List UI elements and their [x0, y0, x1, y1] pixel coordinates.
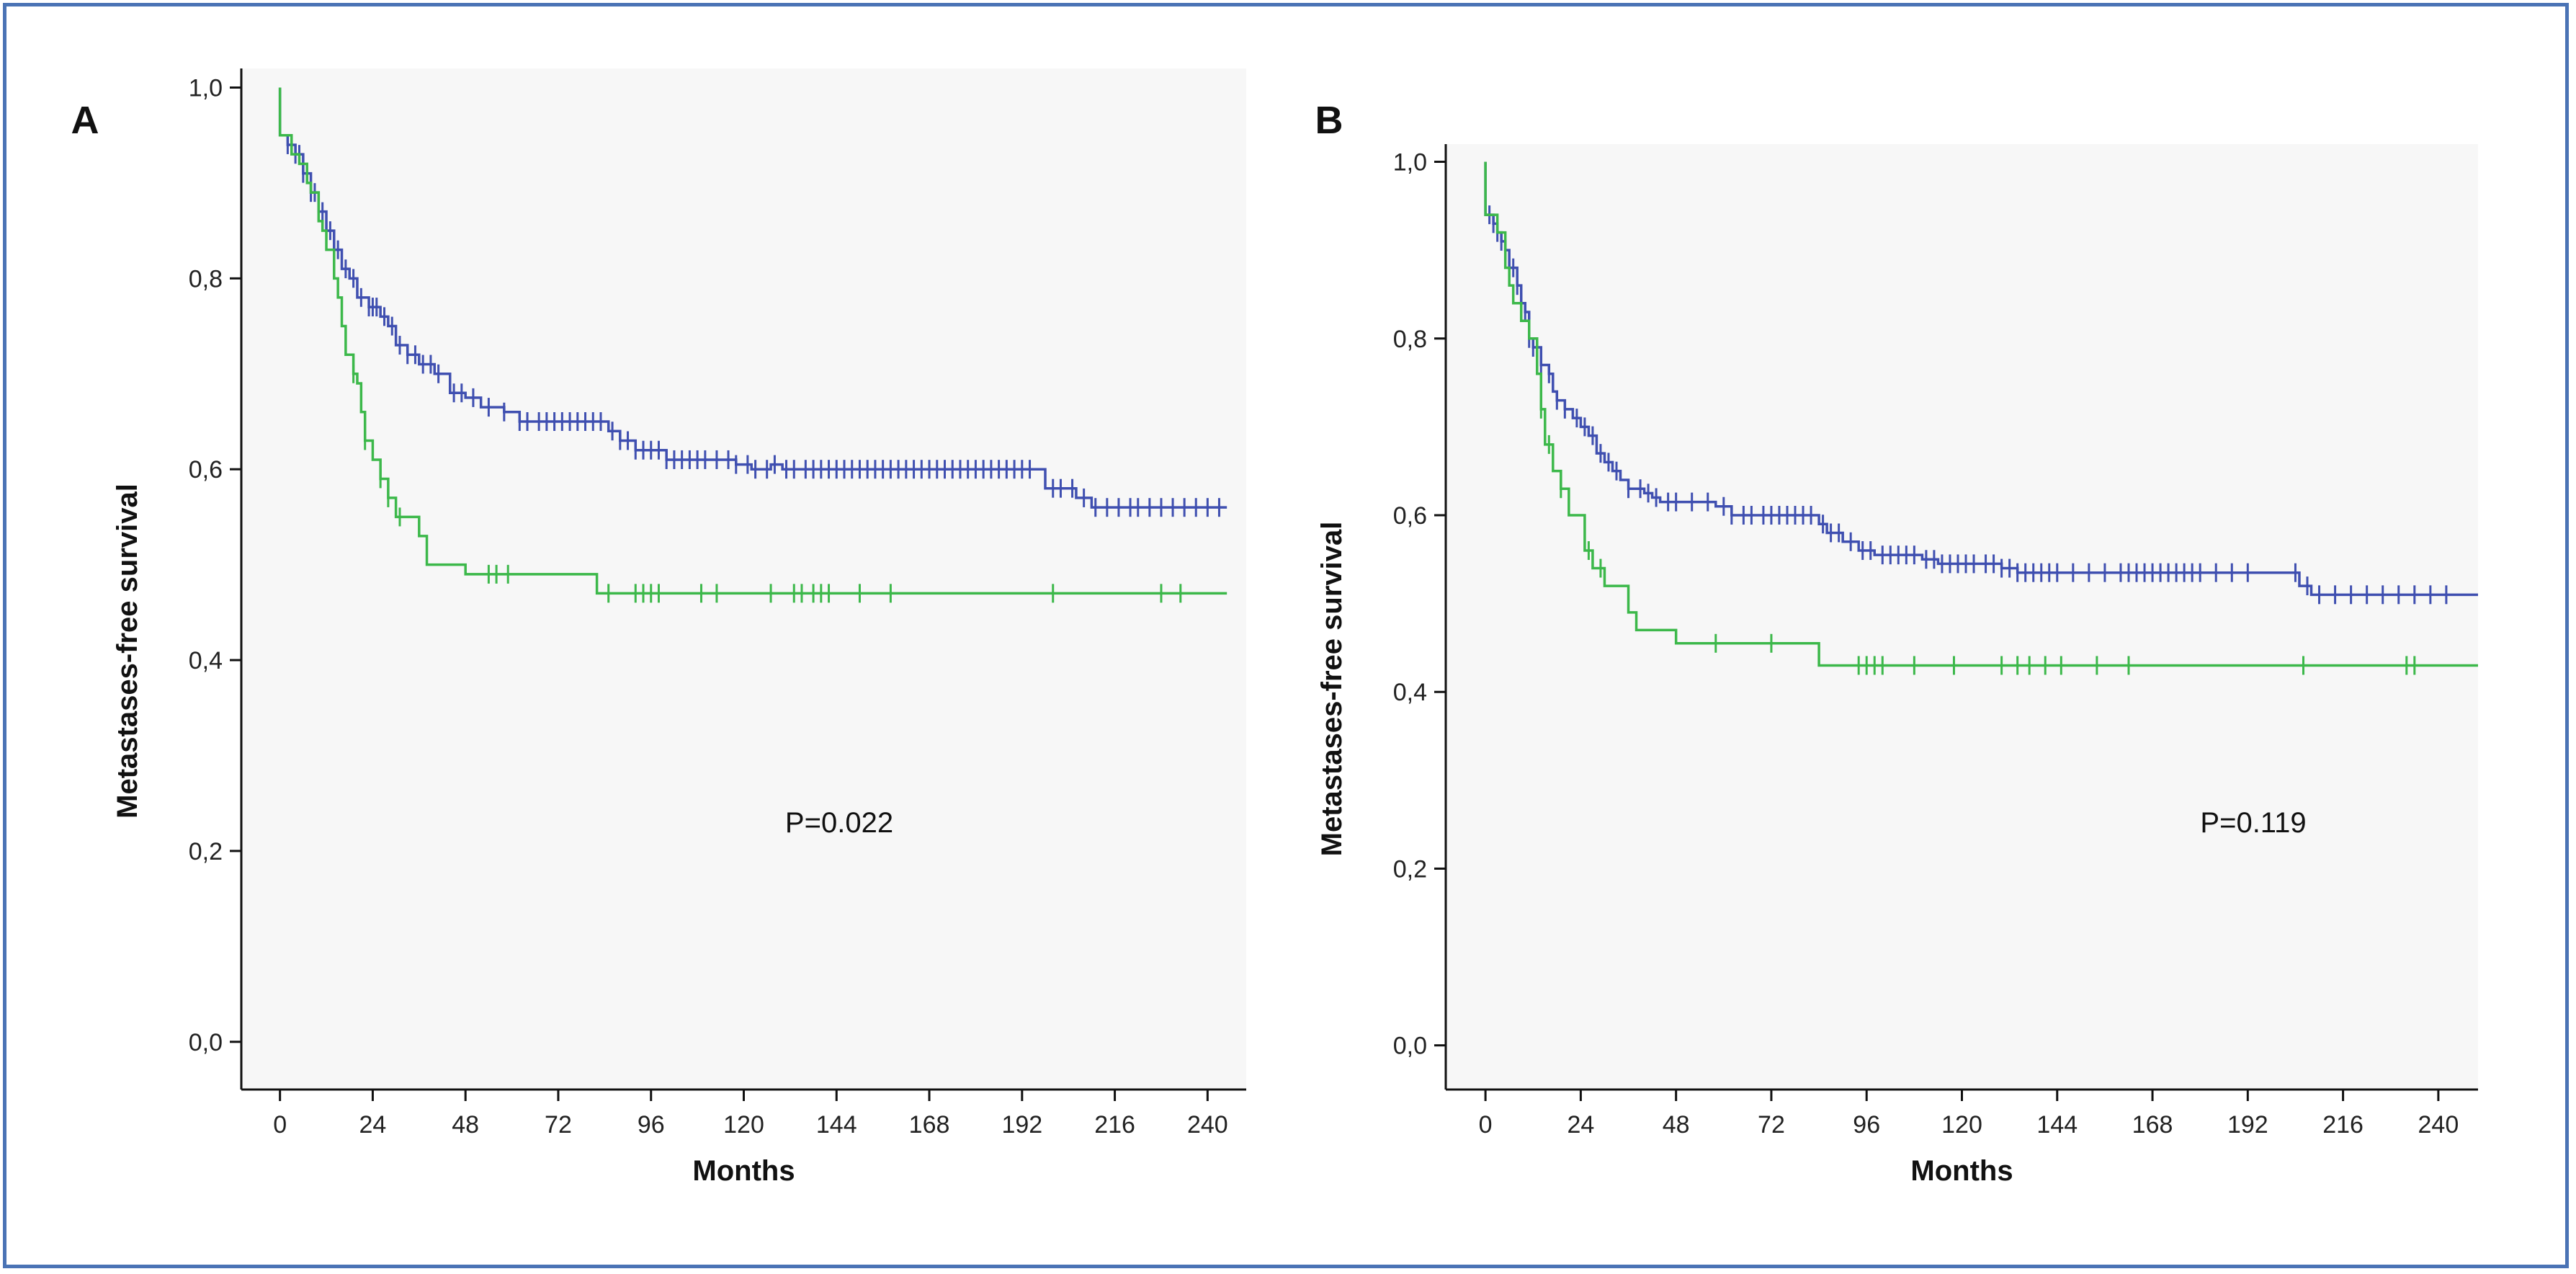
x-tick-label: 144: [2036, 1111, 2078, 1139]
plot-area: [241, 68, 1246, 1090]
panel-letter: A: [71, 99, 99, 142]
x-tick-label: 192: [2227, 1111, 2268, 1139]
x-tick-label: 144: [816, 1111, 857, 1139]
x-tick-label: 96: [638, 1111, 665, 1139]
plot-area: [1446, 144, 2478, 1090]
y-tick-label: 0,8: [1393, 326, 1427, 353]
x-tick-label: 216: [2322, 1111, 2363, 1139]
x-tick-label: 192: [1001, 1111, 1042, 1139]
km-curve-blue: [1484, 161, 2478, 597]
km-curve-green: [1484, 161, 2478, 667]
x-tick-label: 72: [1758, 1111, 1785, 1139]
panel-a: 0,0 0,2 0,4 0,6 0,8 1,0 0 24 48 72 96 120 144 168 192 2…: [71, 68, 1246, 1187]
y-tick-label: 0,8: [189, 265, 223, 293]
y-tick-label: 0,2: [189, 838, 223, 865]
x-tick-label: 120: [723, 1111, 764, 1139]
km-curve-blue: [278, 87, 1227, 509]
x-tick-label: 24: [359, 1111, 387, 1139]
x-tick-label: 216: [1094, 1111, 1135, 1139]
panel-b: 0,0 0,2 0,4 0,6 0,8 1,0 0 24 48 72 96 120 144 168 192 2…: [1315, 99, 2478, 1187]
y-tick-label: 0,4: [1393, 679, 1427, 706]
x-tick-label: 96: [1853, 1111, 1880, 1139]
y-tick-label: 0,6: [189, 456, 223, 484]
y-tick-label: 1,0: [1393, 149, 1427, 177]
x-tick-label: 240: [2418, 1111, 2459, 1139]
y-axis-title: Metastases-free survival: [1316, 522, 1348, 857]
x-axis-title: Months: [1910, 1155, 2013, 1187]
x-tick-label: 240: [1187, 1111, 1228, 1139]
x-tick-label: 24: [1567, 1111, 1594, 1139]
x-tick-label: 48: [1663, 1111, 1690, 1139]
y-tick-label: 0,2: [1393, 855, 1427, 883]
x-axis-title: Months: [692, 1155, 795, 1187]
x-tick-label: 168: [2132, 1111, 2173, 1139]
x-tick-label: 120: [1941, 1111, 1982, 1139]
panel-letter: B: [1315, 99, 1343, 142]
y-tick-label: 0,4: [189, 647, 223, 674]
x-tick-label: 168: [909, 1111, 950, 1139]
km-curve-green: [278, 87, 1227, 595]
y-tick-label: 0,6: [1393, 502, 1427, 530]
p-value: P=0.119: [2200, 807, 2306, 839]
y-tick-label: 1,0: [189, 74, 223, 102]
y-tick-label: 0,0: [1393, 1033, 1427, 1060]
x-tick-label: 48: [452, 1111, 479, 1139]
y-axis-title: Metastases-free survival: [112, 484, 143, 819]
x-tick-label: 72: [545, 1111, 572, 1139]
p-value: P=0.022: [785, 807, 893, 839]
x-tick-label: 0: [1479, 1111, 1493, 1139]
y-tick-label: 0,0: [189, 1029, 223, 1056]
x-tick-label: 0: [273, 1111, 287, 1139]
